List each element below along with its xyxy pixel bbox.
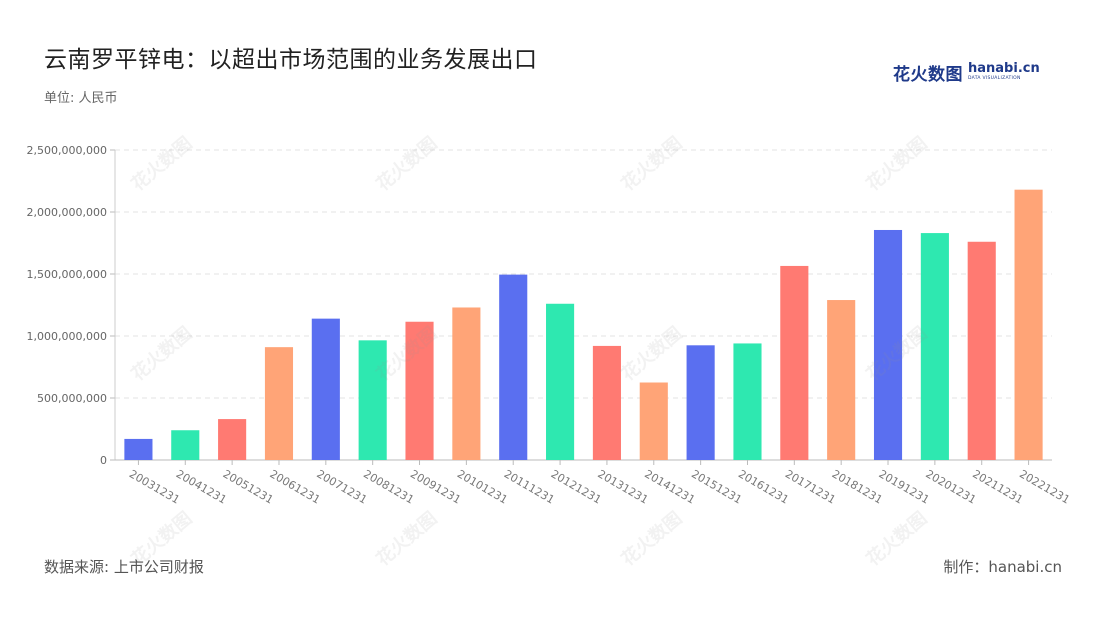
y-tick-label: 0 (100, 454, 107, 467)
x-tick-label: 20101231 (455, 467, 510, 506)
bar (218, 419, 247, 460)
logo-en-block: hanabi.cn DATA VISUALIZATION (968, 62, 1040, 82)
x-tick-label: 20041231 (174, 467, 229, 506)
logo-cn-text: 花火数图 (893, 64, 963, 85)
bar (499, 274, 528, 460)
bar (358, 340, 387, 460)
bar (639, 382, 668, 460)
chart-title: 云南罗平锌电：以超出市场范围的业务发展出口 (44, 47, 538, 73)
bar (592, 345, 621, 460)
credit-text: 制作：hanabi.cn (943, 558, 1062, 576)
y-tick-label: 2,500,000,000 (27, 144, 107, 157)
x-tick-label: 20151231 (689, 467, 744, 506)
bar (264, 347, 294, 460)
data-source: 数据来源: 上市公司财报 (44, 558, 204, 576)
y-tick-label: 1,000,000,000 (27, 330, 107, 343)
x-tick-label: 20201231 (923, 467, 978, 506)
bar (827, 300, 856, 460)
x-tick-label: 20221231 (1017, 467, 1072, 506)
bar (311, 318, 340, 460)
bar (873, 229, 903, 460)
bar (405, 321, 434, 460)
logo-en-subtext: DATA VISUALIZATION (968, 76, 1021, 82)
bar (546, 303, 575, 460)
bar (1014, 189, 1043, 460)
bar (780, 265, 809, 460)
x-tick-label: 20131231 (595, 467, 650, 506)
x-tick-label: 20071231 (314, 467, 369, 506)
bar (967, 241, 996, 460)
x-tick-label: 20121231 (549, 467, 604, 506)
x-tick-label: 20141231 (642, 467, 697, 506)
y-tick-label: 500,000,000 (37, 392, 107, 405)
logo-en-text: hanabi.cn (968, 61, 1040, 77)
bar (733, 343, 762, 460)
unit-label: 单位: 人民币 (44, 91, 118, 106)
x-tick-label: 20081231 (361, 467, 416, 506)
x-tick-label: 20171231 (783, 467, 838, 506)
x-tick-label: 20061231 (267, 467, 322, 506)
bar (686, 345, 715, 460)
x-tick-label: 20161231 (736, 467, 791, 506)
bar (920, 233, 949, 460)
brand-logo: 花火数图 hanabi.cn DATA VISUALIZATION (893, 60, 1040, 84)
bar (124, 438, 153, 460)
x-tick-label: 20211231 (970, 467, 1025, 506)
bar (452, 307, 481, 460)
y-tick-label: 2,000,000,000 (27, 206, 107, 219)
x-tick-label: 20111231 (502, 467, 557, 506)
bar (171, 430, 200, 460)
x-tick-label: 20031231 (127, 467, 182, 506)
y-tick-label: 1,500,000,000 (27, 268, 107, 281)
x-tick-label: 20191231 (877, 467, 932, 506)
x-tick-label: 20091231 (408, 467, 463, 506)
x-tick-label: 20051231 (221, 467, 276, 506)
x-tick-label: 20181231 (830, 467, 885, 506)
